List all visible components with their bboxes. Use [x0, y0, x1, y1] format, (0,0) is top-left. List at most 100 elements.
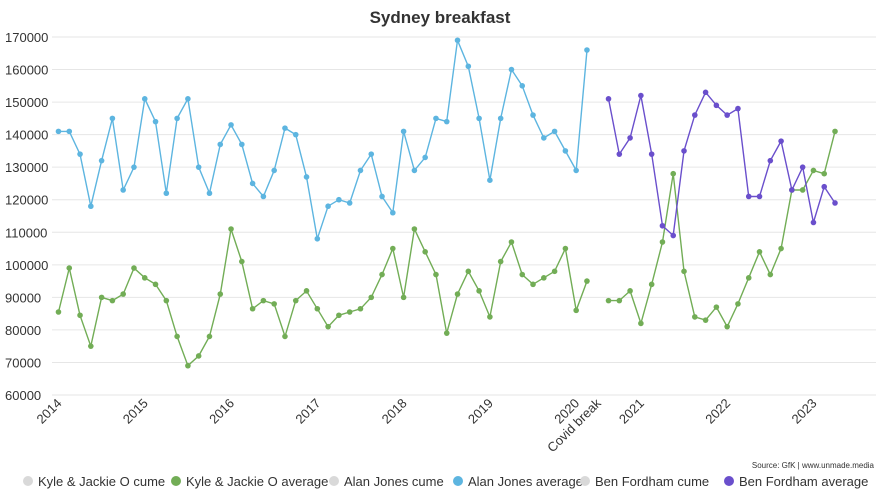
data-point — [249, 305, 256, 312]
data-point — [195, 164, 202, 170]
data-point — [98, 294, 105, 301]
data-point — [821, 170, 828, 177]
series-line — [608, 131, 836, 329]
data-point — [756, 249, 763, 255]
data-point — [163, 297, 170, 304]
data-point — [659, 239, 666, 245]
legend-marker — [329, 476, 339, 486]
data-point — [648, 281, 655, 288]
data-point — [562, 245, 569, 252]
data-point — [379, 271, 385, 278]
data-point — [562, 148, 569, 154]
data-point — [141, 275, 148, 281]
data-point — [584, 47, 590, 53]
data-point — [616, 297, 623, 304]
data-point — [120, 187, 126, 193]
data-point — [519, 271, 526, 278]
data-point — [670, 232, 677, 239]
data-point — [185, 96, 191, 102]
data-point — [735, 105, 741, 112]
data-point — [443, 118, 450, 125]
data-point — [605, 297, 612, 304]
data-point — [88, 343, 94, 349]
data-point — [745, 193, 752, 200]
data-point — [131, 265, 137, 271]
x-tick-label: 2022 — [702, 396, 733, 427]
legend-item[interactable]: Alan Jones cume — [329, 474, 444, 489]
plot-area — [55, 37, 838, 369]
data-point — [411, 167, 418, 174]
series-ben-fordham-average — [605, 89, 838, 239]
data-point — [239, 258, 245, 265]
y-tick-label: 160000 — [5, 63, 48, 78]
y-tick-label: 110000 — [5, 225, 47, 240]
x-tick-label: 2018 — [379, 396, 410, 427]
legend-item[interactable]: Kyle & Jackie O cume — [23, 474, 165, 489]
data-point — [228, 226, 234, 232]
data-point — [627, 288, 633, 294]
data-point — [789, 187, 795, 193]
chart-title: Sydney breakfast — [370, 8, 511, 27]
data-point — [336, 196, 342, 203]
y-tick-label: 170000 — [5, 30, 48, 45]
x-tick-label: 2016 — [206, 396, 237, 427]
legend-marker — [453, 476, 463, 486]
data-point — [66, 265, 73, 271]
data-point — [239, 141, 245, 148]
data-point — [821, 183, 828, 190]
y-tick-label: 140000 — [5, 128, 48, 143]
x-tick-label: 2023 — [789, 396, 820, 427]
data-point — [314, 305, 321, 312]
data-point — [799, 164, 806, 170]
data-point — [325, 323, 331, 330]
data-point — [141, 96, 148, 102]
data-point — [487, 177, 493, 183]
data-point — [400, 128, 407, 135]
legend-item[interactable]: Kyle & Jackie O average — [171, 474, 328, 489]
data-point — [810, 219, 817, 226]
legend-item[interactable]: Ben Fordham cume — [580, 474, 709, 489]
data-point — [282, 125, 288, 131]
data-point — [271, 301, 277, 307]
data-point — [713, 304, 720, 310]
y-tick-label: 150000 — [5, 95, 48, 110]
series-line — [607, 91, 836, 237]
data-point — [228, 122, 234, 128]
data-point — [530, 112, 536, 118]
legend-label: Alan Jones average — [468, 474, 583, 489]
data-point — [778, 245, 784, 252]
grid-lines — [52, 36, 876, 396]
data-point — [292, 131, 299, 138]
data-point — [217, 291, 224, 297]
data-point — [508, 239, 515, 245]
legend-item[interactable]: Alan Jones average — [453, 474, 583, 489]
data-point — [681, 148, 687, 154]
legend-item[interactable]: Ben Fordham average — [724, 474, 868, 489]
legend-marker — [580, 476, 590, 486]
data-point — [411, 226, 418, 232]
data-point — [260, 193, 267, 200]
data-point — [325, 203, 331, 210]
data-point — [530, 281, 536, 288]
legend-label: Kyle & Jackie O cume — [38, 474, 165, 489]
data-point — [390, 209, 396, 216]
series-kyle-jackie-o-average — [55, 128, 838, 369]
y-tick-label: 70000 — [5, 355, 41, 370]
legend-marker — [23, 476, 33, 486]
data-point — [638, 92, 644, 99]
data-point — [390, 245, 396, 252]
data-point — [368, 151, 375, 157]
data-point — [745, 275, 752, 281]
data-point — [303, 288, 310, 294]
data-point — [454, 291, 461, 297]
data-point — [551, 128, 558, 135]
legend-label: Ben Fordham cume — [595, 474, 709, 489]
data-point — [433, 271, 439, 278]
data-point — [670, 170, 677, 177]
legend-label: Kyle & Jackie O average — [186, 474, 328, 489]
data-point — [648, 151, 655, 157]
data-point — [487, 314, 493, 320]
legend-marker — [724, 476, 734, 486]
data-point — [605, 96, 612, 102]
